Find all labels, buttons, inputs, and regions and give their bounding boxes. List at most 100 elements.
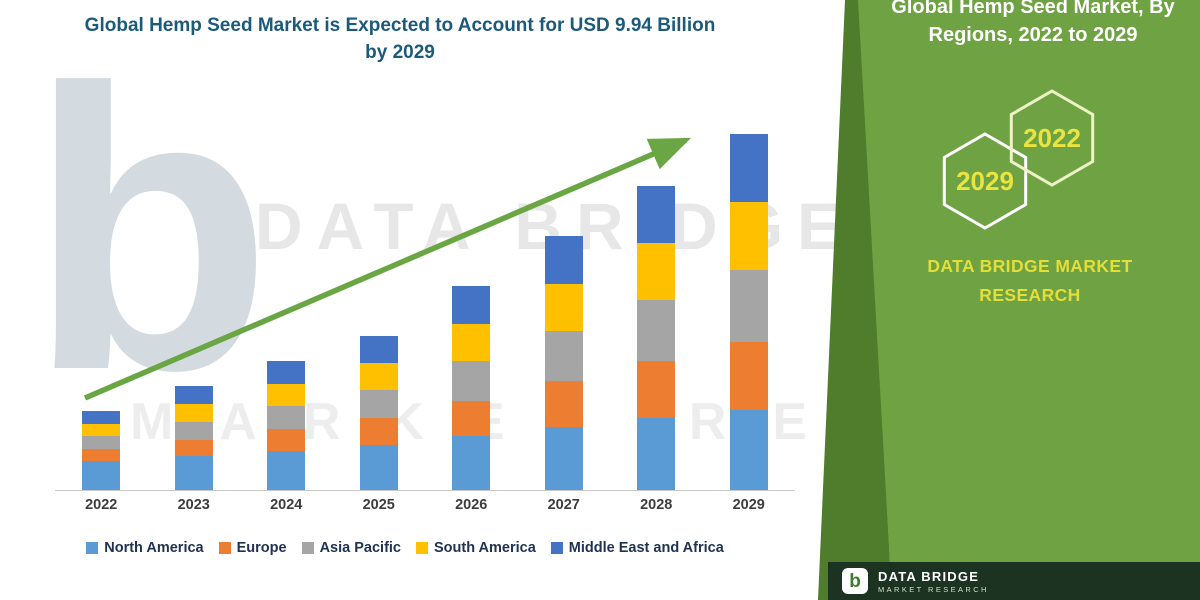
bar-segment bbox=[174, 386, 213, 405]
bar-segment bbox=[637, 185, 676, 243]
bar-segment bbox=[729, 341, 768, 410]
legend-item: Middle East and Africa bbox=[550, 540, 724, 556]
legend-label: South America bbox=[434, 540, 536, 556]
bar-segment bbox=[452, 436, 491, 490]
bar-stack bbox=[174, 386, 213, 490]
panel-green-background bbox=[858, 0, 1200, 600]
bar-segment bbox=[637, 242, 676, 301]
bar-segment bbox=[82, 461, 121, 490]
legend-swatch bbox=[218, 542, 231, 554]
bar-segment bbox=[82, 423, 121, 437]
bar-segment bbox=[267, 429, 306, 451]
legend-item: Europe bbox=[218, 540, 287, 556]
bar-column-2022 bbox=[55, 130, 148, 490]
hexagon-2022-label: 2022 bbox=[1023, 123, 1081, 153]
bar-stack bbox=[544, 235, 583, 490]
bar-segment bbox=[174, 404, 213, 423]
bar-column-2028 bbox=[610, 130, 703, 490]
bar-segment bbox=[544, 427, 583, 490]
x-axis-label: 2022 bbox=[85, 497, 118, 513]
footer-brand-strip: b DATA BRIDGE MARKET RESEARCH bbox=[828, 562, 1200, 600]
x-axis-label: 2025 bbox=[362, 497, 395, 513]
bar-segment bbox=[267, 450, 306, 490]
year-hexagons: 2029 2022 bbox=[942, 89, 1095, 230]
bar-column-2025 bbox=[333, 130, 426, 490]
bar-segment bbox=[359, 418, 398, 446]
footer-brand-sub: MARKET RESEARCH bbox=[878, 584, 989, 594]
panel-brand-line1: DATA BRIDGE MARKET bbox=[927, 256, 1133, 276]
x-axis-label: 2026 bbox=[455, 497, 488, 513]
bar-segment bbox=[452, 361, 491, 401]
bar-segment bbox=[267, 361, 306, 385]
bar-column-2024 bbox=[240, 130, 333, 490]
bar-segment bbox=[82, 436, 121, 449]
legend-swatch bbox=[416, 542, 428, 554]
legend-swatch bbox=[86, 542, 99, 554]
x-axis-label: 2029 bbox=[732, 497, 765, 513]
legend-item: North America bbox=[86, 540, 204, 556]
bar-column-2027 bbox=[518, 130, 611, 490]
bar-segment bbox=[82, 411, 121, 424]
bar-segment bbox=[452, 323, 491, 362]
bar-segment bbox=[729, 270, 768, 342]
bar-segment bbox=[729, 134, 768, 203]
bar-segment bbox=[267, 384, 306, 406]
bar-column-2023 bbox=[148, 130, 241, 490]
x-axis-labels: 2022 2023 2024 2025 2026 2027 2028 2029 bbox=[55, 497, 795, 513]
legend-swatch bbox=[301, 542, 314, 554]
bar-segment bbox=[174, 422, 213, 440]
data-bridge-logo-icon: b bbox=[842, 568, 868, 594]
bar-segment bbox=[729, 202, 768, 271]
legend-label: Middle East and Africa bbox=[568, 540, 724, 556]
chart-title-line2: by 2029 bbox=[365, 42, 435, 63]
chart-title: Global Hemp Seed Market is Expected to A… bbox=[30, 12, 770, 66]
bar-segment bbox=[637, 418, 676, 490]
footer-brand-name: DATA BRIDGE bbox=[878, 568, 980, 584]
bar-segment bbox=[452, 400, 491, 437]
legend-swatch bbox=[550, 542, 563, 554]
panel-title-line2: Regions, 2022 to 2029 bbox=[928, 24, 1138, 46]
bar-stack bbox=[729, 134, 768, 490]
panel-brand-text: DATA BRIDGE MARKET RESEARCH bbox=[875, 252, 1185, 310]
side-panel: Global Hemp Seed Market, By Regions, 202… bbox=[790, 0, 1200, 600]
legend-label: North America bbox=[104, 540, 204, 556]
chart-title-line1: Global Hemp Seed Market is Expected to A… bbox=[84, 15, 716, 36]
bar-stack bbox=[452, 285, 491, 490]
bar-segment bbox=[359, 445, 398, 490]
bar-segment bbox=[544, 235, 583, 285]
bar-stack bbox=[82, 411, 121, 490]
panel-brand-line2: RESEARCH bbox=[979, 285, 1081, 305]
bar-segment bbox=[359, 389, 398, 419]
bar-segment bbox=[359, 362, 398, 390]
hexagon-2029-outline bbox=[942, 132, 1028, 230]
bar-segment bbox=[729, 409, 768, 490]
bar-stack bbox=[359, 335, 398, 490]
bar-segment bbox=[637, 300, 676, 362]
bar-segment bbox=[544, 380, 583, 428]
x-axis-label: 2024 bbox=[270, 497, 303, 513]
bar-segment bbox=[82, 448, 121, 462]
x-axis-label: 2023 bbox=[177, 497, 210, 513]
bar-segment bbox=[452, 285, 491, 324]
x-axis-label: 2027 bbox=[547, 497, 580, 513]
legend-label: Asia Pacific bbox=[319, 540, 401, 556]
bar-column-2026 bbox=[425, 130, 518, 490]
legend-item: Asia Pacific bbox=[301, 540, 401, 556]
footer-text: DATA BRIDGE MARKET RESEARCH bbox=[878, 569, 989, 594]
x-axis-baseline bbox=[55, 490, 795, 491]
bar-segment bbox=[174, 456, 213, 490]
bar-segment bbox=[544, 284, 583, 331]
bar-segment bbox=[359, 335, 398, 363]
bar-segment bbox=[637, 361, 676, 419]
hexagon-2029-label: 2029 bbox=[956, 166, 1014, 196]
bar-stack bbox=[637, 185, 676, 490]
panel-title-line1: Global Hemp Seed Market, By bbox=[891, 0, 1175, 18]
bar-segment bbox=[267, 405, 306, 430]
legend-label: Europe bbox=[236, 540, 287, 556]
bar-segment bbox=[544, 330, 583, 381]
x-axis-label: 2028 bbox=[640, 497, 673, 513]
panel-title: Global Hemp Seed Market, By Regions, 202… bbox=[878, 0, 1188, 49]
hexagon-2022-outline bbox=[1009, 89, 1095, 187]
stacked-bar-chart bbox=[55, 130, 795, 490]
